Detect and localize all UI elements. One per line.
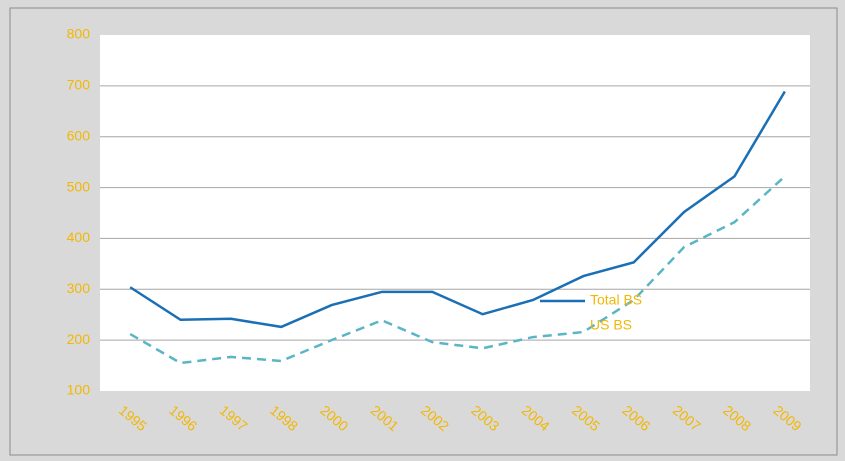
plot-area (100, 35, 810, 391)
y-tick-label: 100 (67, 382, 91, 398)
y-tick-label: 800 (67, 26, 91, 42)
y-tick-label: 300 (67, 280, 91, 296)
y-tick-label: 500 (67, 178, 91, 194)
legend-label: Total BS (590, 292, 642, 308)
series-line (129, 90, 786, 329)
y-tick-label: 200 (67, 331, 91, 347)
y-tick-label: 400 (67, 229, 91, 245)
y-tick-label: 600 (67, 127, 91, 143)
series-line (129, 175, 786, 365)
y-tick-label: 700 (67, 77, 91, 93)
legend-label: US BS (590, 317, 632, 333)
